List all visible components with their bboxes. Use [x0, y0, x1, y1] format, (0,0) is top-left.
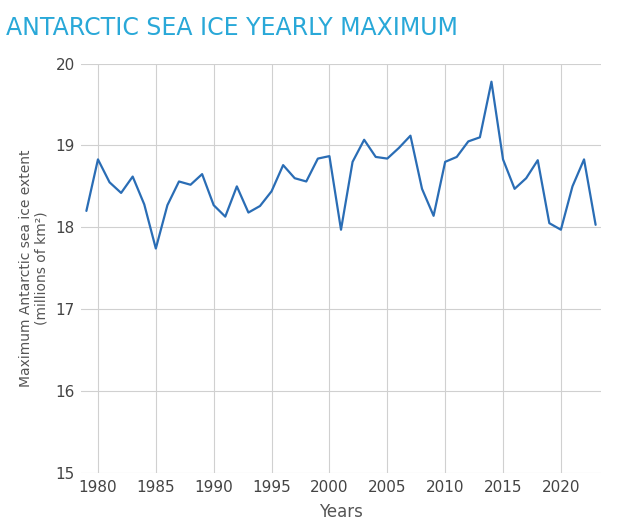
Text: ANTARCTIC SEA ICE YEARLY MAXIMUM: ANTARCTIC SEA ICE YEARLY MAXIMUM — [6, 16, 458, 40]
Y-axis label: Maximum Antarctic sea ice extent
(millions of km²): Maximum Antarctic sea ice extent (millio… — [19, 149, 49, 387]
X-axis label: Years: Years — [319, 503, 363, 521]
